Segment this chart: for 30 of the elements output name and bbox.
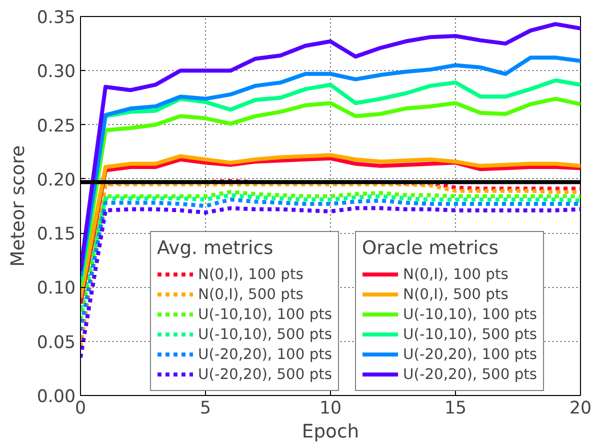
y-tick-label: 0.25 [36,116,76,136]
legend-label: U(-10,10), 500 pts [403,326,538,342]
text: Oracle metrics [362,238,498,259]
y-tick-label: 0.20 [36,170,76,190]
x-tick-label: 0 [74,398,86,418]
y-axis-title: Meteor score [8,145,29,267]
legend-label: U(-20,20), 500 pts [198,366,332,382]
legend-label: N(0,I), 100 pts [403,266,508,282]
y-tick-label: 0.15 [36,224,76,245]
x-tick-label: 15 [444,398,467,418]
legend-label: U(-20,20), 100 pts [198,346,332,362]
legend-label: U(-20,20), 100 pts [403,346,538,362]
y-tick-label: 0.35 [36,8,76,28]
y-tick-label: 0.00 [36,387,76,407]
legend-label: U(-10,10), 100 pts [198,306,332,322]
legend-label: U(-10,10), 100 pts [403,306,538,322]
legend-label: N(0,I), 500 pts [403,286,508,302]
legend-label: U(-20,20), 500 pts [403,366,538,382]
x-axis-title: Epoch [302,422,360,442]
line-series [80,206,580,360]
y-tick-label: 0.05 [36,332,76,353]
legend-label: N(0,I), 500 pts [198,286,304,302]
legend-label: U(-10,10), 500 pts [198,326,332,342]
text: Avg. metrics [157,238,274,259]
x-tick-label: 20 [569,398,592,418]
legend-label: N(0,I), 100 pts [198,266,304,282]
x-tick-label: 5 [200,398,212,418]
y-tick-label: 0.10 [36,278,76,299]
y-tick-label: 0.30 [36,62,76,82]
x-tick-label: 10 [319,398,342,418]
